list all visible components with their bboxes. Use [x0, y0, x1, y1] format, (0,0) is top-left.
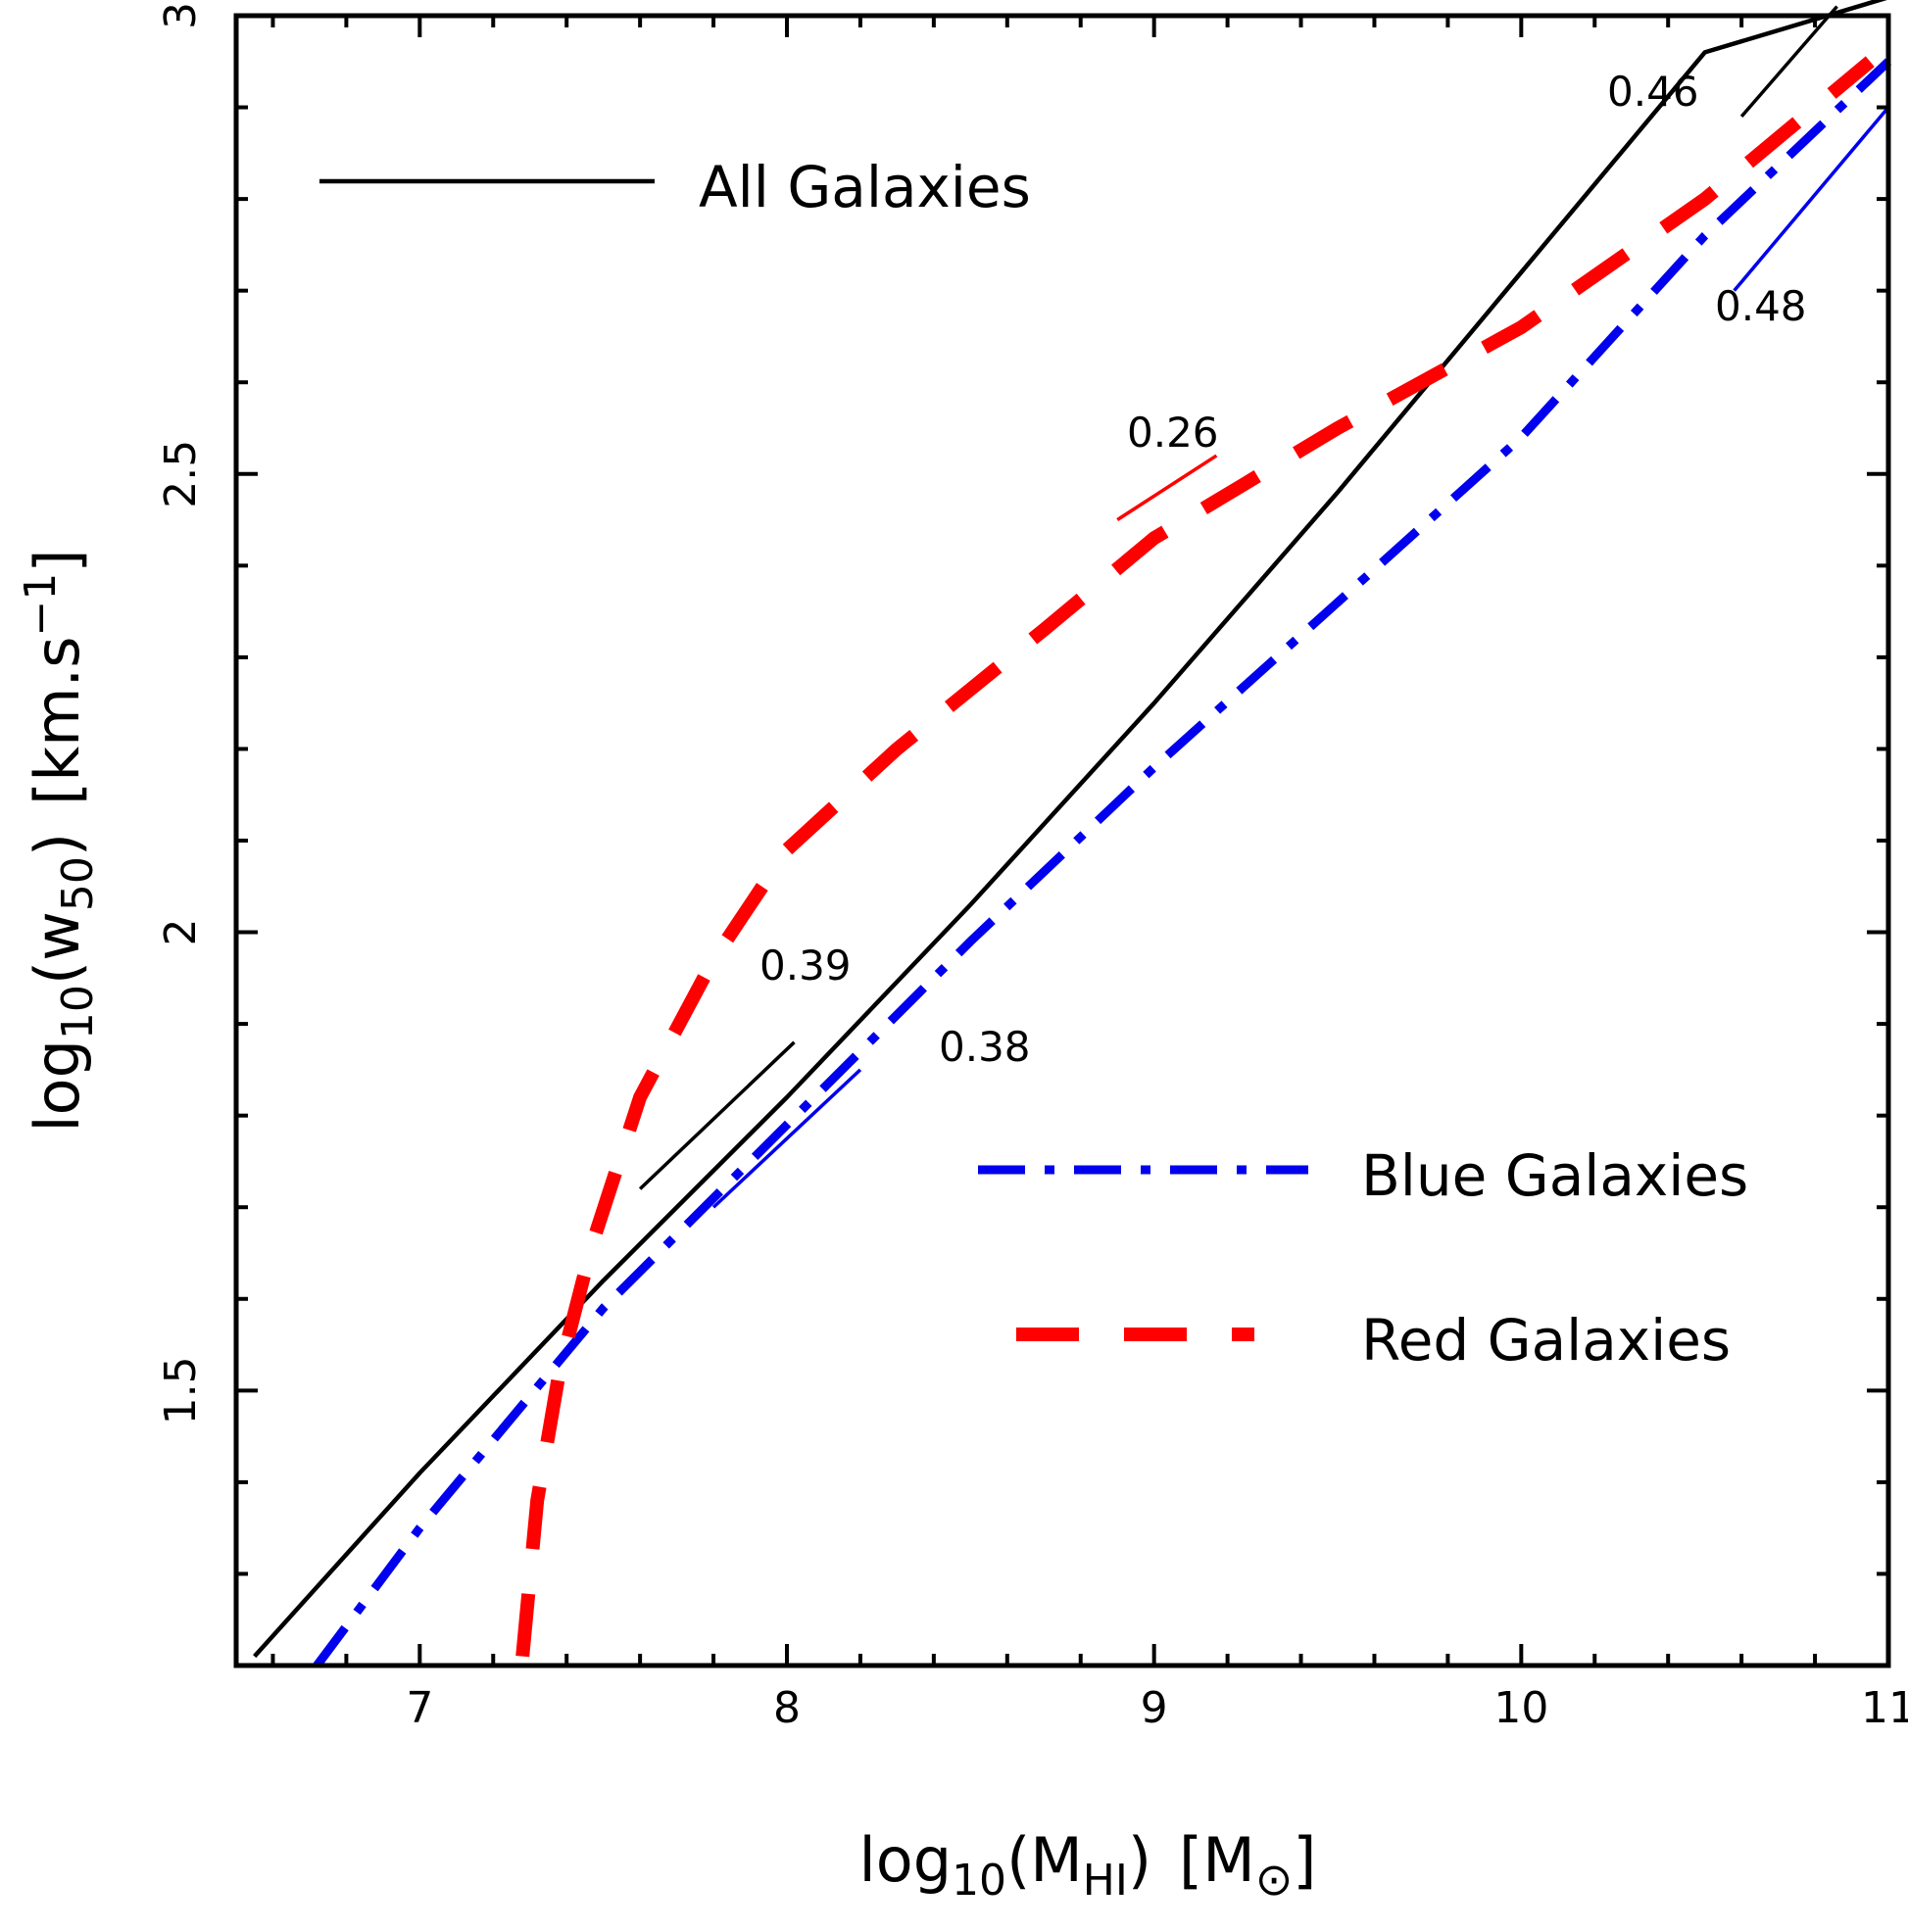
x-tick-label: 8	[773, 1683, 801, 1733]
x-axis-title-unit-sym: ⊙	[1255, 1853, 1294, 1906]
slope-marker-line	[711, 1068, 862, 1209]
legend-label-all-galaxies: All Galaxies	[699, 154, 1031, 220]
y-axis-title-unit-open: [km.s	[22, 636, 93, 805]
y-tick-label: 2	[156, 919, 206, 946]
series-line-red-galaxies	[515, 56, 1875, 1658]
slope-marker-layer: 0.46 0.48 0.26 0.39 0.38	[638, 5, 1890, 1209]
slope-marker-label: 0.46	[1607, 68, 1699, 116]
x-axis-title-log: log	[859, 1824, 953, 1896]
x-axis-title-open: (M	[1006, 1824, 1083, 1896]
x-tick-label: 10	[1493, 1683, 1548, 1733]
x-axis-title-unit-close: ]	[1293, 1824, 1316, 1896]
slope-marker-line	[1733, 106, 1890, 292]
x-axis-title-sub2: HI	[1083, 1856, 1128, 1906]
y-tick-label: 1.5	[156, 1356, 206, 1425]
tick-label-layer: 7 8 9 10 11 1.5 2 2.5 3	[156, 2, 1908, 1733]
y-axis-title-unit-close: ]	[22, 549, 93, 572]
series-line-all-galaxies	[253, 0, 1887, 1659]
slope-marker-label: 0.39	[759, 942, 852, 990]
x-axis-title-close: )	[1128, 1824, 1151, 1896]
slope-marker-line	[1116, 454, 1218, 522]
y-tick-label: 2.5	[156, 440, 206, 508]
slope-marker-label: 0.26	[1127, 409, 1219, 457]
y-axis-title: log10(w50) [km.s−1]	[16, 549, 103, 1132]
slope-marker-label: 0.38	[939, 1023, 1031, 1071]
legend: All Galaxies Blue Galaxies Red Galaxies	[319, 154, 1748, 1374]
y-axis-title-unit-sup: −1	[16, 573, 66, 637]
legend-label-blue-galaxies: Blue Galaxies	[1361, 1142, 1748, 1209]
x-axis-title-unit-open: [M	[1179, 1824, 1255, 1896]
slope-marker-line	[638, 1040, 796, 1190]
legend-label-red-galaxies: Red Galaxies	[1361, 1307, 1731, 1374]
y-axis-title-log: log	[22, 1039, 93, 1133]
slope-marker-label: 0.48	[1715, 282, 1807, 330]
plot-frame	[233, 13, 1891, 1668]
y-tick-label: 3	[156, 2, 206, 29]
x-tick-label: 11	[1861, 1683, 1908, 1733]
y-axis-title-sub2: 50	[53, 856, 103, 911]
series-layer	[253, 0, 1892, 1668]
x-tick-label: 7	[406, 1683, 433, 1733]
y-axis-title-sub: 10	[53, 985, 103, 1039]
x-axis-title-sub: 10	[952, 1856, 1006, 1906]
tick-layer	[236, 14, 1890, 1666]
x-tick-label: 9	[1141, 1683, 1168, 1733]
y-axis-title-close: )	[22, 833, 93, 856]
series-line-blue-galaxies	[313, 58, 1892, 1668]
x-axis-title: log10(MHI) [M⊙]	[859, 1824, 1317, 1906]
y-axis-title-open: (w	[22, 911, 93, 985]
slope-marker-line	[1739, 5, 1838, 119]
